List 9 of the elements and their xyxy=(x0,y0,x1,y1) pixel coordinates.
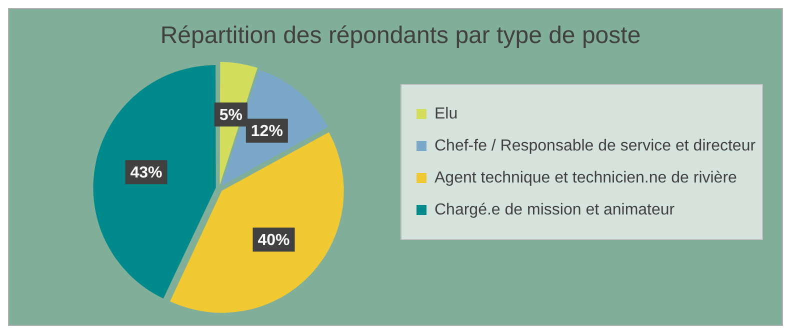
data-label: 5% xyxy=(219,106,243,124)
legend-label: Elu xyxy=(434,105,458,122)
legend-label: Chef-fe / Responsable de service et directeur xyxy=(434,137,756,154)
chart-title: Répartition des répondants par type de poste xyxy=(160,22,641,50)
legend-label: Chargé.e de mission et animateur xyxy=(434,201,676,218)
data-label: 12% xyxy=(250,123,283,140)
legend-label: Agent technique et technicien.ne de rivière xyxy=(434,169,738,186)
data-label: 43% xyxy=(130,164,162,182)
data-label: 40% xyxy=(258,232,290,249)
